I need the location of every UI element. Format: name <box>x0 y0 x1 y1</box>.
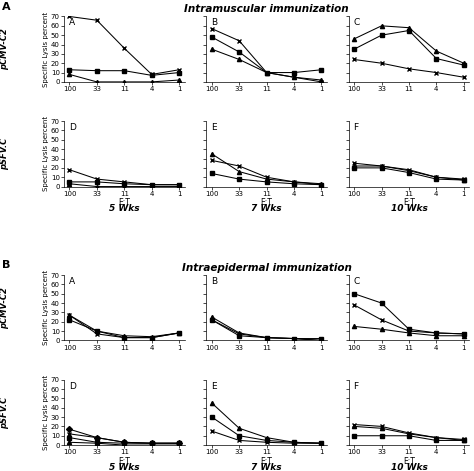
Text: B: B <box>2 260 11 270</box>
Text: A: A <box>2 2 11 12</box>
Y-axis label: Specific Lysis percent: Specific Lysis percent <box>44 375 49 450</box>
Text: 5 Wks: 5 Wks <box>109 204 140 213</box>
Y-axis label: Specific Lysis percent: Specific Lysis percent <box>44 270 49 345</box>
Text: pCMV-C2: pCMV-C2 <box>0 287 9 329</box>
Text: pSFV.C: pSFV.C <box>0 138 9 170</box>
Y-axis label: Specific Lysis percent: Specific Lysis percent <box>44 116 49 191</box>
Text: E: E <box>211 123 217 132</box>
Text: 10 Wks: 10 Wks <box>391 463 428 471</box>
X-axis label: E:T: E:T <box>403 457 415 466</box>
Text: pCMV-C2: pCMV-C2 <box>0 28 9 70</box>
Text: 10 Wks: 10 Wks <box>391 204 428 213</box>
Text: D: D <box>69 123 76 132</box>
Text: A: A <box>69 277 75 286</box>
Text: 7 Wks: 7 Wks <box>251 204 282 213</box>
Text: E: E <box>211 382 217 390</box>
Text: Intraepidermal immunization: Intraepidermal immunization <box>182 263 352 273</box>
Text: C: C <box>354 277 360 286</box>
Text: Intramuscular immunization: Intramuscular immunization <box>184 4 349 14</box>
Text: B: B <box>211 277 217 286</box>
X-axis label: E:T: E:T <box>261 198 273 207</box>
Y-axis label: Specific Lysis percent: Specific Lysis percent <box>44 12 49 87</box>
Text: 5 Wks: 5 Wks <box>109 463 140 471</box>
Text: A: A <box>69 18 75 27</box>
X-axis label: E:T: E:T <box>261 457 273 466</box>
Text: pSFV.C: pSFV.C <box>0 396 9 429</box>
X-axis label: E:T: E:T <box>118 198 130 207</box>
X-axis label: E:T: E:T <box>118 457 130 466</box>
Text: F: F <box>354 382 359 390</box>
Text: F: F <box>354 123 359 132</box>
Text: D: D <box>69 382 76 390</box>
Text: 7 Wks: 7 Wks <box>251 463 282 471</box>
Text: B: B <box>211 18 217 27</box>
Text: C: C <box>354 18 360 27</box>
X-axis label: E:T: E:T <box>403 198 415 207</box>
